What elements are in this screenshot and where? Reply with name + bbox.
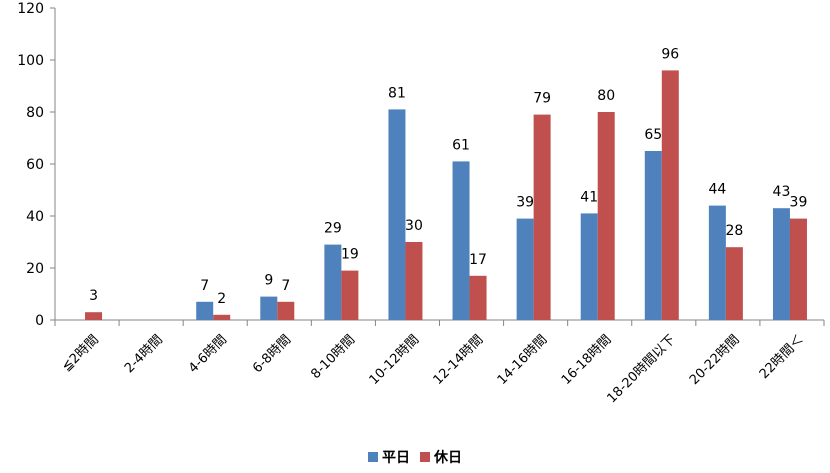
bar-weekday bbox=[772, 208, 790, 320]
y-tick-label: 80 bbox=[26, 105, 44, 121]
y-tick-label: 20 bbox=[26, 261, 44, 277]
y-tick-label: 40 bbox=[26, 209, 44, 225]
data-label: 41 bbox=[580, 189, 598, 205]
bar-weekday bbox=[388, 109, 406, 321]
bar-holiday bbox=[597, 112, 615, 320]
bar-holiday bbox=[725, 247, 743, 320]
data-label: 9 bbox=[264, 273, 273, 289]
data-label: 3 bbox=[89, 288, 98, 304]
y-tick-label: 120 bbox=[17, 1, 44, 17]
data-label: 44 bbox=[708, 182, 726, 198]
bar-holiday bbox=[213, 314, 231, 320]
bar-holiday bbox=[533, 114, 551, 320]
bar-weekday bbox=[260, 296, 278, 320]
x-category-label: 8-10時間 bbox=[308, 332, 358, 382]
data-label: 81 bbox=[388, 85, 406, 101]
bar-holiday bbox=[405, 242, 423, 320]
legend-label: 休日 bbox=[433, 449, 462, 466]
data-label: 7 bbox=[200, 278, 209, 294]
bar-weekday bbox=[516, 218, 534, 320]
bar-weekday bbox=[196, 301, 214, 320]
data-label: 29 bbox=[324, 221, 342, 237]
x-category-label: 4-6時間 bbox=[186, 332, 230, 376]
bar-holiday bbox=[277, 301, 295, 320]
bar-weekday bbox=[644, 151, 662, 320]
bar-holiday bbox=[341, 270, 359, 320]
bar-weekday bbox=[452, 161, 470, 320]
data-label: 80 bbox=[597, 88, 615, 104]
data-label: 30 bbox=[405, 218, 423, 234]
data-label: 96 bbox=[661, 46, 679, 62]
x-category-label: 12-14時間 bbox=[431, 332, 487, 388]
data-label: 19 bbox=[341, 247, 359, 263]
bar-weekday bbox=[324, 244, 342, 320]
data-label: 7 bbox=[281, 278, 290, 294]
data-label: 61 bbox=[452, 137, 470, 153]
x-category-label: 20-22時間 bbox=[687, 332, 743, 388]
data-label: 39 bbox=[516, 195, 534, 211]
y-tick-label: 100 bbox=[17, 53, 44, 69]
x-category-label: 18-20時間以下 bbox=[605, 332, 679, 406]
bar-holiday bbox=[85, 312, 103, 320]
bar-holiday bbox=[469, 275, 487, 320]
bar-holiday bbox=[789, 218, 807, 320]
data-label: 65 bbox=[644, 127, 662, 143]
bar-weekday bbox=[708, 205, 726, 320]
legend-label: 平日 bbox=[382, 450, 410, 466]
x-category-label: 6-8時間 bbox=[250, 332, 294, 376]
x-axis: ≦2時間 2-4時間 4-6時間 6-8時間 8-10時間 10-12時間 12-14時間 1… bbox=[54, 319, 825, 406]
data-label: 17 bbox=[469, 252, 487, 268]
x-category-label: 22時間＜ bbox=[757, 332, 807, 382]
bar-weekday bbox=[580, 213, 598, 320]
x-category-label: 14-16時間 bbox=[495, 332, 551, 388]
data-label: 39 bbox=[790, 195, 808, 211]
x-category-label: ≦2時間 bbox=[59, 332, 102, 375]
legend: 平日 休日 bbox=[368, 449, 462, 466]
y-axis: 0 20 40 60 80 100 120 bbox=[17, 1, 56, 329]
x-category-label: 2-4時間 bbox=[122, 332, 166, 376]
x-category-label: 16-18時間 bbox=[559, 332, 615, 388]
y-tick-label: 0 bbox=[35, 313, 44, 329]
legend-swatch bbox=[368, 452, 378, 462]
y-tick-label: 60 bbox=[26, 157, 44, 173]
data-label: 28 bbox=[725, 223, 743, 239]
bars bbox=[85, 70, 807, 321]
data-label: 43 bbox=[773, 184, 791, 200]
data-label: 2 bbox=[217, 291, 226, 307]
x-category-label: 10-12時間 bbox=[367, 332, 423, 388]
bar-holiday bbox=[661, 70, 679, 321]
legend-swatch bbox=[420, 452, 430, 462]
data-label: 79 bbox=[533, 91, 551, 107]
